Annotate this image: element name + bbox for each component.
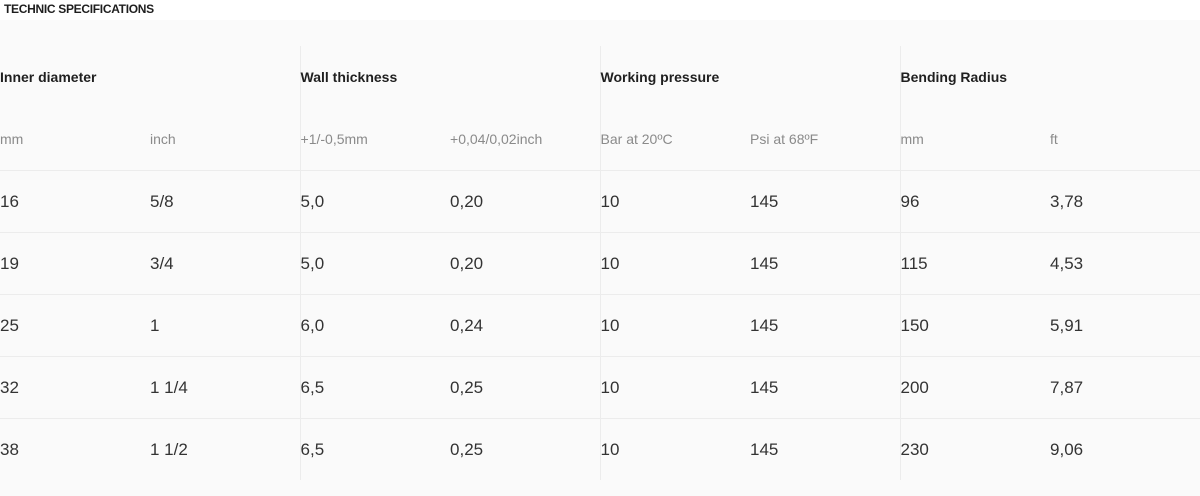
unit-cell: ft bbox=[1050, 131, 1058, 147]
table-cell: 5,91 bbox=[1050, 294, 1200, 357]
table-cell: 1 1/2 bbox=[150, 418, 301, 480]
table-cell: 0,20 bbox=[450, 170, 601, 233]
spec-table: Inner diameter Wall thickness Working pr… bbox=[0, 46, 1200, 480]
table-cell: 0,25 bbox=[450, 356, 601, 419]
group-wall-thickness: Wall thickness bbox=[299, 46, 601, 108]
unit-cell: Psi at 68ºF bbox=[750, 131, 819, 147]
table-cell: 230 bbox=[899, 418, 1051, 480]
group-inner-diameter: Inner diameter bbox=[0, 69, 97, 85]
table-cell: 0,25 bbox=[450, 418, 601, 480]
table-cell: 10 bbox=[599, 232, 751, 295]
table-cell: 200 bbox=[899, 356, 1051, 419]
table-cell: 10 bbox=[599, 418, 751, 480]
unit-cell: inch bbox=[150, 131, 176, 147]
group-working-pressure: Working pressure bbox=[599, 46, 901, 108]
table-cell: 5/8 bbox=[150, 170, 301, 233]
table-cell: 10 bbox=[599, 356, 751, 419]
table-cell: 115 bbox=[899, 232, 1051, 295]
table-cell: 145 bbox=[750, 170, 901, 233]
unit-cell: mm bbox=[899, 108, 1051, 171]
table-cell: 4,53 bbox=[1050, 232, 1200, 295]
group-header-row: Inner diameter Wall thickness Working pr… bbox=[0, 46, 1200, 108]
unit-cell: +0,04/0,02inch bbox=[450, 131, 543, 147]
unit-cell: mm bbox=[0, 131, 24, 147]
table-cell: 9,06 bbox=[1050, 418, 1200, 480]
table-row: 38 1 1/2 6,5 0,25 10 145 230 9,06 bbox=[0, 418, 1200, 480]
table-cell: 10 bbox=[599, 170, 751, 233]
table-cell: 5,0 bbox=[299, 232, 451, 295]
table-cell: 1 bbox=[150, 294, 301, 357]
table-cell: 3,78 bbox=[1050, 170, 1200, 233]
page-title: TECHNIC SPECIFICATIONS bbox=[4, 2, 158, 16]
table-cell: 6,5 bbox=[299, 418, 451, 480]
table-row: 19 3/4 5,0 0,20 10 145 115 4,53 bbox=[0, 232, 1200, 295]
table-cell: 1 1/4 bbox=[150, 356, 301, 419]
table-cell: 3/4 bbox=[150, 232, 301, 295]
group-bending-radius: Bending Radius bbox=[899, 46, 1200, 108]
table-cell: 25 bbox=[0, 294, 150, 357]
unit-cell: Bar at 20ºC bbox=[599, 108, 751, 171]
table-cell: 10 bbox=[599, 294, 751, 357]
table-row: 32 1 1/4 6,5 0,25 10 145 200 7,87 bbox=[0, 356, 1200, 419]
table-cell: 32 bbox=[0, 356, 150, 419]
table-cell: 6,0 bbox=[299, 294, 451, 357]
table-cell: 16 bbox=[0, 170, 150, 233]
table-cell: 0,20 bbox=[450, 232, 601, 295]
unit-cell: +1/-0,5mm bbox=[299, 108, 451, 171]
unit-header-row: mm inch +1/-0,5mm +0,04/0,02inch Bar at … bbox=[0, 108, 1200, 171]
table-cell: 6,5 bbox=[299, 356, 451, 419]
table-cell: 38 bbox=[0, 418, 150, 480]
title-band bbox=[0, 0, 1200, 20]
table-cell: 96 bbox=[899, 170, 1051, 233]
table-cell: 5,0 bbox=[299, 170, 451, 233]
table-cell: 19 bbox=[0, 232, 150, 295]
table-cell: 145 bbox=[750, 232, 901, 295]
table-cell: 150 bbox=[899, 294, 1051, 357]
table-cell: 145 bbox=[750, 356, 901, 419]
table-row: 25 1 6,0 0,24 10 145 150 5,91 bbox=[0, 294, 1200, 357]
table-cell: 0,24 bbox=[450, 294, 601, 357]
table-cell: 145 bbox=[750, 418, 901, 480]
table-row: 16 5/8 5,0 0,20 10 145 96 3,78 bbox=[0, 170, 1200, 233]
table-cell: 7,87 bbox=[1050, 356, 1200, 419]
table-cell: 145 bbox=[750, 294, 901, 357]
